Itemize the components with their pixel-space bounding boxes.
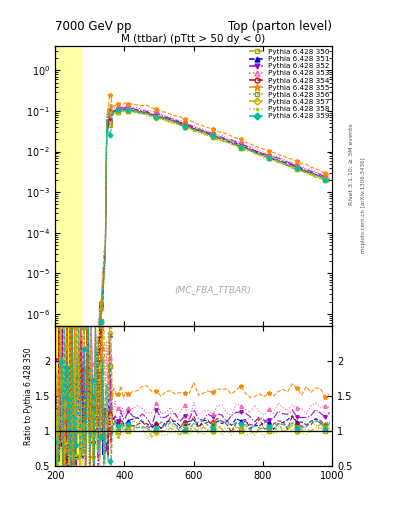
Text: Rivet 3.1.10; ≥ 3M events: Rivet 3.1.10; ≥ 3M events: [349, 123, 354, 205]
Text: (MC_FBA_TTBAR): (MC_FBA_TTBAR): [174, 285, 252, 294]
Legend: Pythia 6.428 350, Pythia 6.428 351, Pythia 6.428 352, Pythia 6.428 353, Pythia 6: Pythia 6.428 350, Pythia 6.428 351, Pyth…: [248, 48, 330, 120]
Text: mcplots.cern.ch [arXiv:1306.3436]: mcplots.cern.ch [arXiv:1306.3436]: [361, 157, 366, 252]
Title: M (ttbar) (pTtt > 50 dy < 0): M (ttbar) (pTtt > 50 dy < 0): [121, 34, 266, 44]
Text: 7000 GeV pp: 7000 GeV pp: [55, 20, 132, 33]
Text: Top (parton level): Top (parton level): [228, 20, 332, 33]
Y-axis label: Ratio to Pythia 6.428 350: Ratio to Pythia 6.428 350: [24, 347, 33, 445]
